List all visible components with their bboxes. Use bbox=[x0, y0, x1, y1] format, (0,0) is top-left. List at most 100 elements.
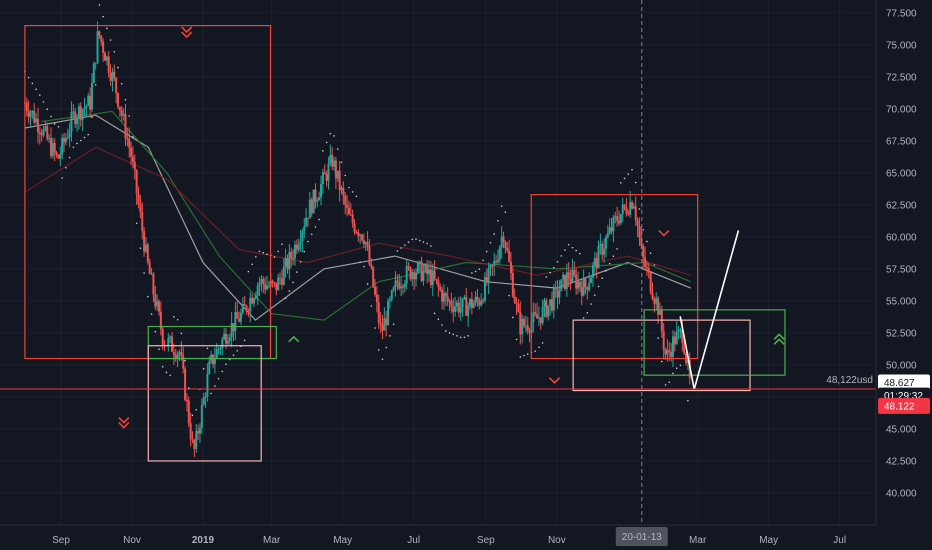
candle-body bbox=[681, 329, 684, 344]
candle-body bbox=[357, 232, 360, 237]
candle-body bbox=[360, 234, 363, 241]
candle-body bbox=[523, 318, 526, 326]
sar-dot bbox=[158, 348, 160, 351]
candle-body bbox=[435, 278, 438, 281]
candle-body bbox=[480, 300, 483, 306]
candle-body bbox=[107, 56, 110, 73]
candle-body bbox=[215, 349, 218, 359]
candle-body bbox=[487, 267, 490, 283]
candle-body bbox=[675, 331, 678, 345]
candle-body bbox=[64, 138, 67, 143]
candle-body bbox=[251, 297, 254, 304]
zone-box[interactable] bbox=[643, 309, 786, 376]
candle-body bbox=[509, 261, 512, 274]
candle-body bbox=[94, 62, 97, 64]
candle-body bbox=[25, 102, 28, 111]
sar-dot bbox=[389, 335, 391, 337]
sar-dot bbox=[42, 101, 45, 103]
candle-body bbox=[575, 274, 578, 289]
candle-body bbox=[118, 106, 121, 111]
axis-badge-bg bbox=[878, 374, 930, 391]
candle-body bbox=[137, 193, 140, 204]
candle-body bbox=[256, 285, 259, 296]
sar-dot bbox=[575, 249, 577, 252]
sar-dot bbox=[120, 82, 123, 85]
candle-body bbox=[539, 317, 542, 324]
candle-body bbox=[489, 264, 492, 268]
candle-body bbox=[154, 294, 157, 307]
candle-body bbox=[260, 279, 263, 283]
sar-dot bbox=[415, 238, 417, 240]
zone-box[interactable] bbox=[147, 345, 262, 462]
candle-body bbox=[413, 272, 416, 280]
candle-body bbox=[634, 206, 637, 220]
candle-body bbox=[590, 277, 593, 283]
candle-body bbox=[558, 291, 561, 298]
sar-dot bbox=[392, 323, 395, 325]
candle-body bbox=[63, 137, 66, 143]
sar-dot bbox=[165, 371, 168, 374]
moving-average-line bbox=[24, 114, 691, 321]
sar-dot bbox=[437, 318, 440, 321]
x-tick-label: Mar bbox=[689, 535, 707, 546]
candle-body bbox=[359, 234, 362, 237]
candle-body bbox=[446, 296, 449, 302]
candle-body bbox=[565, 272, 568, 289]
candle-body bbox=[223, 333, 226, 340]
zone-box[interactable] bbox=[572, 319, 751, 392]
sar-dot bbox=[247, 270, 250, 273]
sar-dot bbox=[288, 290, 291, 292]
sar-dot bbox=[571, 246, 574, 249]
sar-dot bbox=[314, 226, 317, 228]
candle-body bbox=[550, 299, 553, 311]
candle-body bbox=[327, 163, 330, 181]
axis-badge-bg bbox=[878, 397, 930, 414]
y-tick-label: 67.500 bbox=[886, 136, 917, 147]
candle-body bbox=[483, 277, 486, 301]
candle-body bbox=[38, 132, 41, 134]
candle-body bbox=[150, 273, 153, 275]
candle-body bbox=[59, 154, 62, 159]
candle-body bbox=[588, 282, 591, 291]
candle-body bbox=[46, 126, 49, 139]
candle-body bbox=[347, 207, 350, 215]
candle-body bbox=[109, 72, 112, 81]
candle-body bbox=[400, 286, 403, 289]
sar-dot bbox=[381, 358, 384, 361]
sar-dot bbox=[336, 148, 339, 150]
sar-dot bbox=[538, 346, 540, 349]
candle-body bbox=[366, 242, 369, 247]
crosshair-date-bg bbox=[615, 527, 668, 546]
candle-body bbox=[368, 246, 371, 265]
candle-body bbox=[379, 322, 382, 326]
candle-body bbox=[545, 300, 548, 317]
candle-body bbox=[143, 230, 146, 252]
zone-box[interactable] bbox=[147, 325, 277, 360]
candle-body bbox=[493, 261, 496, 266]
candle-body bbox=[225, 333, 228, 344]
candle-body bbox=[198, 427, 201, 434]
sar-dot bbox=[202, 367, 205, 370]
candle-body bbox=[329, 154, 332, 164]
candle-body bbox=[187, 400, 190, 424]
candle-body bbox=[657, 298, 660, 315]
candle-body bbox=[353, 223, 356, 233]
sar-dot bbox=[627, 173, 630, 175]
sar-dot bbox=[541, 342, 544, 344]
candle-body bbox=[290, 251, 293, 259]
candle-body bbox=[362, 240, 365, 245]
candle-body bbox=[420, 261, 423, 281]
y-axis-panel bbox=[876, 0, 932, 525]
y-tick-label: 55.000 bbox=[886, 296, 917, 307]
zone-box[interactable] bbox=[530, 194, 699, 360]
sar-dot bbox=[310, 233, 313, 236]
candle-body bbox=[254, 295, 257, 299]
sar-dot bbox=[128, 115, 131, 117]
candle-body bbox=[318, 197, 321, 201]
sar-dot bbox=[582, 317, 585, 319]
candle-body bbox=[673, 336, 676, 345]
candle-body bbox=[469, 299, 472, 306]
x-axis-panel bbox=[0, 525, 932, 550]
sar-dot bbox=[646, 240, 648, 243]
